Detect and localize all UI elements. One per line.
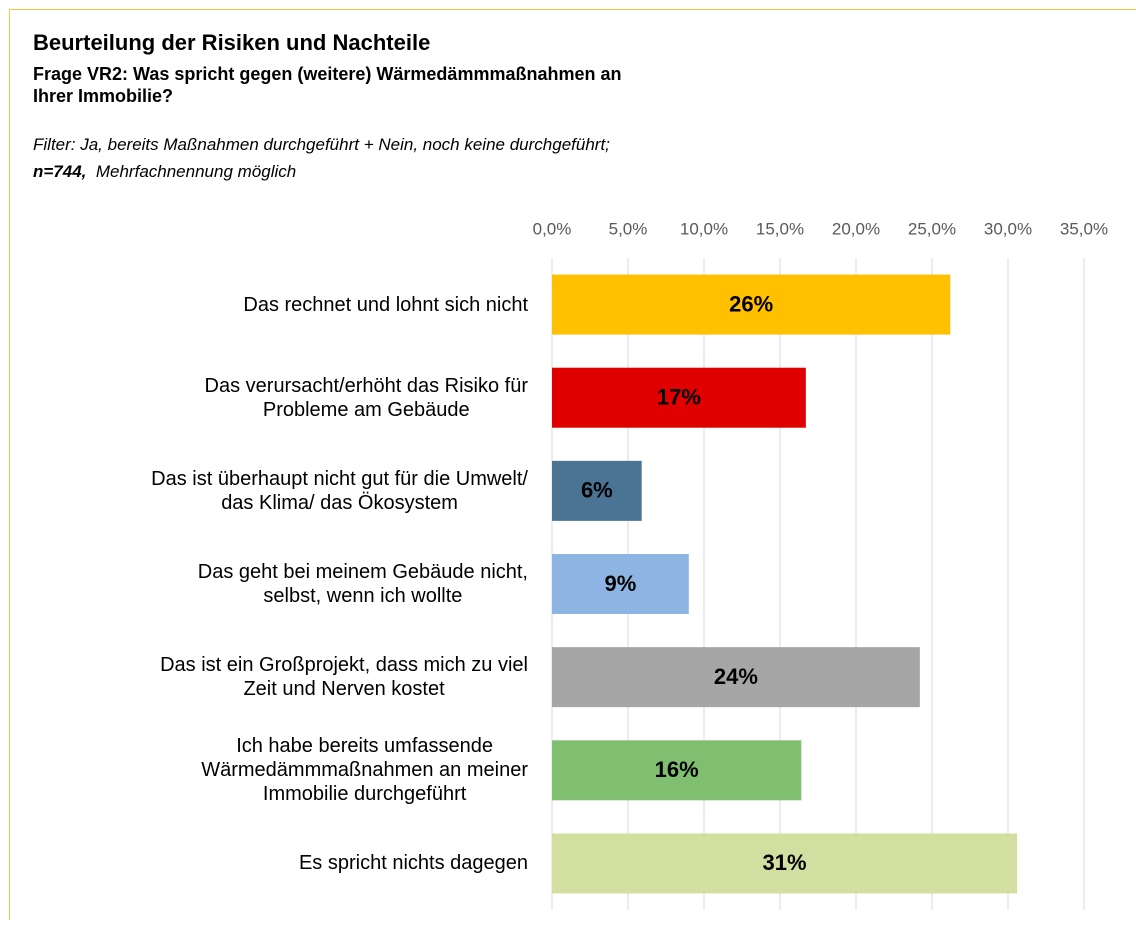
value-label: 16% <box>655 757 699 782</box>
category-label: Ich habe bereits umfassende Wärmedämmmaß… <box>201 735 528 806</box>
value-label: 24% <box>714 664 758 689</box>
value-label: 17% <box>657 385 701 410</box>
bar <box>552 833 1018 894</box>
x-tick-label: 30,0% <box>984 219 1032 238</box>
x-tick-label: 25,0% <box>908 219 956 238</box>
bar <box>552 740 802 801</box>
note: Mehrfachnennung möglich <box>95 162 297 181</box>
bar <box>552 460 642 521</box>
x-tick-label: 5,0% <box>609 219 648 238</box>
category-label: Das verursacht/erhöht das Risiko für Pro… <box>204 374 528 421</box>
x-tick-label: 20,0% <box>832 219 880 238</box>
value-label: 26% <box>729 291 773 316</box>
x-tick-label: 10,0% <box>680 219 728 238</box>
category-label: Das ist ein Großprojekt, dass mich zu vi… <box>160 654 528 701</box>
category-label: Das ist überhaupt nicht gut für die Umwe… <box>151 467 528 514</box>
category-label: Es spricht nichts dagegen <box>298 852 528 875</box>
value-label: 9% <box>605 571 637 596</box>
x-tick-label: 0,0% <box>533 219 572 238</box>
bar <box>552 554 689 614</box>
sample-note: n=744, Mehrfachnennung möglich <box>33 162 296 182</box>
chart-title: Beurteilung der Risiken und Nachteile <box>33 30 431 55</box>
x-tick-label: 15,0% <box>756 219 804 238</box>
category-label: Das rechnet und lohnt sich nicht <box>243 293 528 316</box>
bar <box>552 274 951 335</box>
filter-note: Filter: Ja, bereits Maßnahmen durchgefüh… <box>33 135 610 154</box>
category-label: Das geht bei meinem Gebäude nicht, selbs… <box>197 561 528 607</box>
frame <box>9 9 1136 920</box>
bar <box>552 647 920 708</box>
chart-subtitle: Frage VR2: Was spricht gegen (weitere) W… <box>33 64 622 106</box>
value-label: 31% <box>763 850 807 875</box>
x-tick-label: 35,0% <box>1060 219 1108 238</box>
sample-size: n=744, <box>33 162 87 181</box>
value-label: 6% <box>581 478 613 503</box>
bar <box>552 367 806 428</box>
